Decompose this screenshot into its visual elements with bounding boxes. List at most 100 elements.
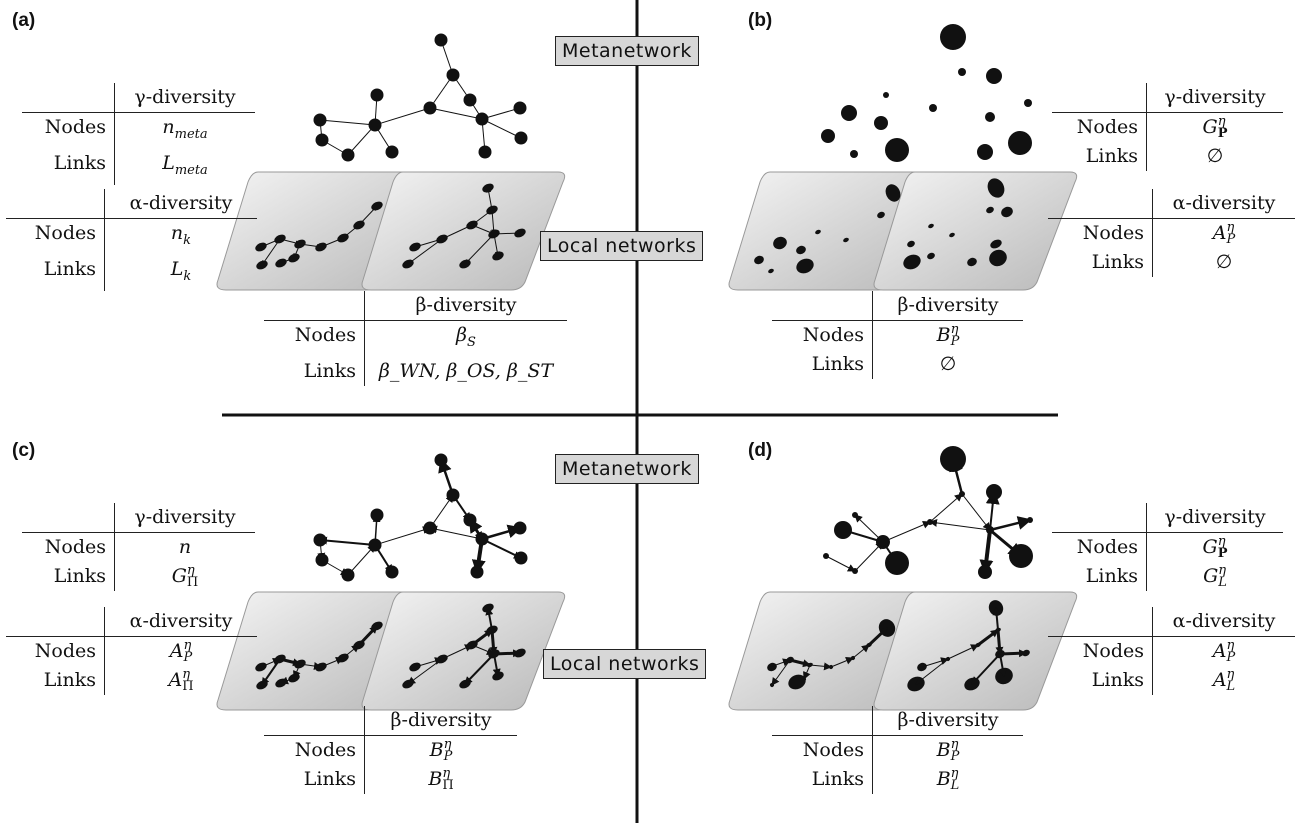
row-links: Links xyxy=(53,151,106,174)
network-link xyxy=(947,644,979,660)
network-node xyxy=(368,118,382,132)
network-node xyxy=(275,678,287,688)
network-link xyxy=(347,544,376,576)
network-node xyxy=(470,565,484,579)
network-node xyxy=(883,92,889,98)
network-node xyxy=(903,254,921,270)
network-link xyxy=(921,657,949,668)
value-c-beta-nodes-sub: P xyxy=(443,749,453,764)
network-link xyxy=(830,656,854,668)
network-node xyxy=(482,183,494,193)
network-link xyxy=(989,516,1032,532)
network-node xyxy=(927,252,935,260)
network-node xyxy=(371,201,383,211)
network-link xyxy=(261,658,281,686)
value-d-beta-links-sub: L xyxy=(950,778,960,793)
header-gamma: γ-diversity xyxy=(1146,83,1283,112)
network-node xyxy=(274,654,286,664)
network-node xyxy=(313,113,327,127)
network-node xyxy=(843,237,849,243)
value-b-beta-nodes: B xyxy=(936,324,951,346)
value-a-gamma-nodes: n xyxy=(162,116,175,138)
network-node xyxy=(275,258,287,268)
value-b-gamma-nodes-sub: P xyxy=(1217,126,1228,141)
value-d-gamma-nodes-sup: η xyxy=(1217,534,1226,549)
row-nodes: Nodes xyxy=(1076,116,1138,138)
table-a-alpha: α-diversity Nodes nk Links Lk xyxy=(6,189,257,291)
value-b-gamma-nodes: G xyxy=(1202,116,1218,138)
network-node xyxy=(885,138,909,162)
network-node xyxy=(513,101,527,115)
network-node xyxy=(368,538,382,552)
network-node xyxy=(929,104,937,112)
row-links: Links xyxy=(43,669,96,691)
network-node xyxy=(940,446,966,472)
row-links: Links xyxy=(303,359,356,382)
value-c-alpha-links-sub: Π xyxy=(182,679,194,694)
network-link xyxy=(977,628,999,647)
network-link xyxy=(825,555,856,572)
value-b-gamma-nodes-sup: η xyxy=(1217,114,1226,129)
value-c-alpha-nodes-sup: η xyxy=(183,638,192,653)
network-node xyxy=(1027,517,1033,523)
network-node xyxy=(958,68,966,76)
value-d-gamma-links: G xyxy=(1203,565,1219,587)
network-node xyxy=(796,258,814,274)
network-node xyxy=(514,648,526,658)
network-node xyxy=(990,239,1002,249)
network-link xyxy=(481,106,521,120)
value-a-alpha-nodes-sub: k xyxy=(183,232,192,248)
network-node xyxy=(841,105,857,121)
row-nodes: Nodes xyxy=(44,536,106,558)
network-node xyxy=(986,68,1002,84)
value-d-alpha-nodes-sub: P xyxy=(1226,650,1236,665)
network-node xyxy=(850,150,858,158)
row-links: Links xyxy=(303,768,356,790)
value-d-beta-nodes-sub: P xyxy=(950,749,960,764)
local-network-plane xyxy=(361,171,566,291)
network-node xyxy=(492,251,504,261)
value-d-gamma-links-sup: η xyxy=(1218,563,1227,578)
network-node xyxy=(402,259,414,269)
network-node xyxy=(255,662,267,672)
network-node xyxy=(459,679,471,689)
network-node xyxy=(315,662,327,672)
network-node xyxy=(256,680,268,690)
network-link xyxy=(407,238,443,265)
network-node xyxy=(986,206,994,214)
panel-label-d: (d) xyxy=(748,440,773,461)
network-node xyxy=(385,565,399,579)
network-link xyxy=(915,658,949,685)
network-node xyxy=(288,253,300,263)
value-a-beta-nodes: β xyxy=(456,324,468,346)
network-link xyxy=(789,658,811,668)
row-nodes: Nodes xyxy=(34,640,96,662)
network-node xyxy=(852,512,858,518)
network-node xyxy=(978,565,992,579)
network-link xyxy=(771,659,791,686)
network-node xyxy=(294,239,306,249)
network-node xyxy=(313,533,327,547)
network-link xyxy=(803,664,811,680)
value-d-beta-nodes-sup: η xyxy=(950,737,959,752)
network-node xyxy=(488,649,500,659)
network-node xyxy=(288,673,300,683)
network-node xyxy=(754,255,764,265)
row-links: Links xyxy=(1085,565,1138,587)
network-node xyxy=(767,662,777,672)
local-network-plane xyxy=(361,591,566,711)
network-node xyxy=(341,148,355,162)
header-gamma: γ-diversity xyxy=(114,503,255,532)
local-networks-label-top: Local networks xyxy=(540,231,704,261)
network-node xyxy=(852,568,858,574)
network-node xyxy=(475,532,489,546)
network-link xyxy=(929,493,963,523)
network-node xyxy=(353,220,365,230)
network-node xyxy=(353,640,365,650)
network-link xyxy=(481,118,522,139)
header-gamma: γ-diversity xyxy=(1146,503,1283,532)
network-node xyxy=(1008,131,1032,155)
